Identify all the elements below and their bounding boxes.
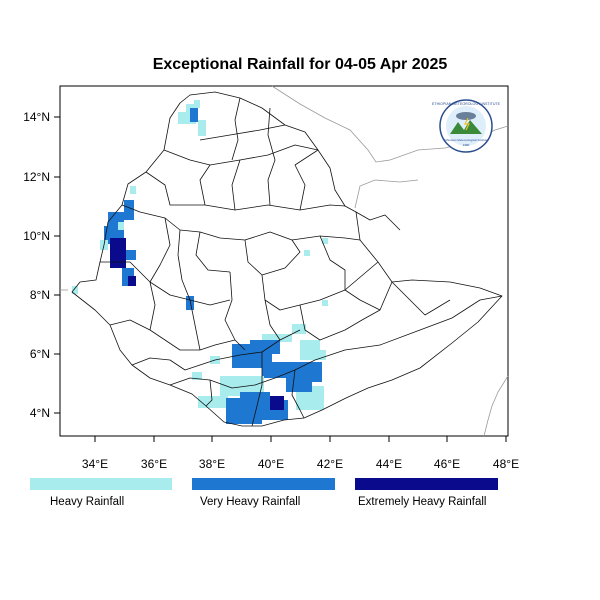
rain-cell	[128, 276, 136, 286]
y-tick-10: 10°N	[23, 229, 50, 243]
x-tick-42: 42°E	[317, 457, 343, 471]
legend-swatch-heavy	[30, 478, 172, 490]
legend-label-very-heavy: Very Heavy Rainfall	[200, 496, 301, 508]
plot-frame	[59, 85, 509, 437]
institute-logo: ETHIOPIAN METEOROLOGY INSTITUTE Ethiopia…	[432, 99, 501, 153]
rain-cell	[72, 286, 78, 294]
rain-cell	[318, 350, 326, 360]
x-tick-40: 40°E	[258, 457, 284, 471]
rain-cell	[300, 362, 322, 382]
x-tick-36: 36°E	[141, 457, 167, 471]
region-boundaries	[71, 91, 503, 427]
rain-cell	[198, 396, 228, 408]
cloud-icon	[456, 112, 476, 120]
legend-label-heavy: Heavy Rainfall	[50, 496, 125, 508]
rain-cell	[312, 386, 324, 398]
x-tick-48: 48°E	[493, 457, 519, 471]
rain-cell	[124, 200, 134, 220]
rain-cell	[292, 324, 306, 334]
y-tick-4: 4°N	[30, 406, 50, 420]
y-tick-14: 14°N	[23, 110, 50, 124]
rainfall-cells	[72, 100, 328, 424]
logo-arc-text: ETHIOPIAN METEOROLOGY INSTITUTE	[432, 102, 501, 106]
rain-cell	[220, 376, 264, 396]
legend-label-extremely-heavy: Extremely Heavy Rainfall	[358, 496, 487, 508]
lightning-icon	[464, 117, 470, 131]
x-tick-46: 46°E	[434, 457, 460, 471]
rain-cell	[250, 340, 280, 354]
rain-cell	[276, 402, 282, 410]
y-axis	[54, 116, 60, 414]
rain-cell	[190, 108, 198, 122]
x-tick-44: 44°E	[376, 457, 402, 471]
x-tick-34: 34°E	[82, 457, 108, 471]
logo-sub-text: Ethiopian Meteorological Institute	[444, 138, 489, 142]
rain-cell	[126, 250, 136, 260]
rain-cell	[300, 340, 320, 360]
mountain-icon	[450, 120, 482, 134]
rain-cell	[198, 120, 206, 136]
legend-swatch-extremely-heavy	[355, 478, 498, 490]
y-tick-6: 6°N	[30, 347, 50, 361]
y-tick-labels: 14°N 12°N 10°N 8°N 6°N 4°N	[23, 110, 50, 420]
neighbor-borders	[60, 85, 509, 437]
rain-cell	[192, 372, 202, 380]
rain-cell	[194, 100, 200, 108]
rain-cell	[110, 238, 126, 268]
rain-cell	[322, 300, 328, 306]
rain-cell	[130, 186, 136, 194]
rain-cell	[304, 250, 310, 256]
x-tick-labels: 34°E 36°E 38°E 40°E 42°E 44°E 46°E 48°E	[82, 457, 519, 471]
logo-year: 1980	[463, 143, 470, 147]
x-axis	[94, 436, 507, 442]
rain-cell	[322, 238, 328, 244]
y-tick-8: 8°N	[30, 288, 50, 302]
rain-cell	[262, 334, 292, 342]
map-title: Exceptional Rainfall for 04-05 Apr 2025	[152, 56, 448, 73]
legend-swatch-very-heavy	[192, 478, 335, 490]
rain-cell	[186, 296, 194, 310]
y-tick-12: 12°N	[23, 170, 50, 184]
rain-cell	[118, 222, 124, 230]
x-tick-38: 38°E	[199, 457, 225, 471]
